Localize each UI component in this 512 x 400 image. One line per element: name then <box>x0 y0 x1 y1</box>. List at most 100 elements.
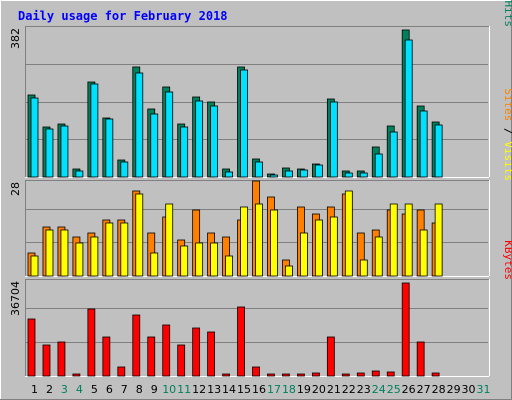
x-tick-label: 20 <box>312 383 326 396</box>
bar-files-day-21 <box>329 101 338 178</box>
bar-sites-day-25 <box>389 203 398 277</box>
bar-files-day-22 <box>344 172 353 178</box>
x-tick-label: 30 <box>462 383 476 396</box>
bar-kbytes-day-23 <box>356 372 365 377</box>
bar-kbytes-day-27 <box>416 341 425 377</box>
bar-sites-day-2 <box>45 229 54 277</box>
bar-kbytes-day-17 <box>267 373 275 377</box>
panel-visits-sites: 28 Sites / Visits <box>9 88 512 277</box>
x-tick-label: 15 <box>237 383 251 396</box>
bar-kbytes-day-8 <box>132 314 141 377</box>
legend-entry: / <box>502 0 512 1</box>
x-tick-label: 9 <box>151 383 158 396</box>
legend-hits-files-pages: Pages / Files / Hits <box>502 0 512 27</box>
bar-files-day-16 <box>255 161 263 178</box>
bar-kbytes-day-3 <box>57 341 66 377</box>
x-tick-label: 17 <box>267 383 281 396</box>
bar-files-day-15 <box>240 69 248 178</box>
bar-sites-day-9 <box>150 252 159 277</box>
x-tick-label: 5 <box>91 383 98 396</box>
bar-sites-day-5 <box>90 236 99 277</box>
series-kbytes <box>27 282 440 377</box>
panel-kbytes: 36704 KBytes <box>9 240 512 377</box>
x-axis-labels: 1 2 3 4 5 6 7 8 9 10 11 12 13 14 15 16 17 18 19 20 21 22 23 24 2… <box>31 383 491 396</box>
legend-kbytes: KBytes <box>502 240 512 280</box>
chart-panels: 382Pages / Files / Hits 28 Sites / Visits 3… <box>9 0 512 377</box>
bar-files-day-19 <box>300 169 308 178</box>
bar-sites-day-10 <box>165 203 174 277</box>
panel-hits-files-pages: 382 Pages / Files / Hits <box>9 0 512 178</box>
bar-files-day-24 <box>374 153 383 178</box>
x-tick-label: 22 <box>342 383 356 396</box>
y-max-label: 28 <box>9 182 22 196</box>
bar-files-day-26 <box>404 39 413 178</box>
x-tick-label: 11 <box>177 383 191 396</box>
bar-sites-day-18 <box>285 265 293 277</box>
x-tick-label: 19 <box>297 383 311 396</box>
chart-title: Daily usage for February 2018 <box>18 9 228 23</box>
bar-kbytes-day-4 <box>72 373 81 377</box>
bar-kbytes-day-20 <box>311 372 320 377</box>
x-tick-label: 18 <box>282 383 296 396</box>
legend-entry: KBytes <box>502 240 512 280</box>
bar-sites-day-27 <box>419 229 428 277</box>
bar-sites-day-22 <box>344 190 353 277</box>
bar-files-day-25 <box>389 131 398 178</box>
x-tick-label: 10 <box>162 383 176 396</box>
bar-kbytes-day-16 <box>252 366 260 377</box>
bar-files-day-2 <box>45 128 54 178</box>
bar-kbytes-day-11 <box>177 344 186 377</box>
bar-sites-day-8 <box>135 193 144 277</box>
bar-sites-day-12 <box>195 242 204 277</box>
bar-sites-day-4 <box>75 242 84 277</box>
bar-files-day-1 <box>30 97 39 178</box>
x-tick-label: 26 <box>402 383 416 396</box>
x-tick-label: 14 <box>222 383 236 396</box>
x-tick-label: 4 <box>76 383 83 396</box>
bar-files-day-10 <box>165 91 174 178</box>
bar-sites-day-15 <box>240 206 248 277</box>
bar-files-day-7 <box>120 161 129 178</box>
series-files <box>30 39 443 178</box>
x-tick-label: 16 <box>252 383 266 396</box>
x-tick-label: 23 <box>357 383 371 396</box>
bar-kbytes-day-10 <box>162 324 171 377</box>
y-max-label: 36704 <box>9 281 22 316</box>
bar-kbytes-day-9 <box>147 336 156 377</box>
bar-kbytes-day-19 <box>297 373 305 377</box>
bar-kbytes-day-1 <box>27 318 36 377</box>
legend-visits-sites: Sites / Visits <box>502 88 512 181</box>
x-tick-label: 24 <box>372 383 386 396</box>
bar-kbytes-day-18 <box>282 373 290 377</box>
bar-kbytes-day-25 <box>386 371 395 377</box>
bar-files-day-11 <box>180 126 189 178</box>
bar-sites-day-19 <box>300 232 308 277</box>
x-tick-label: 7 <box>121 383 128 396</box>
bar-kbytes-day-12 <box>192 327 201 377</box>
bar-files-day-4 <box>75 170 84 178</box>
bar-files-day-27 <box>419 110 428 178</box>
x-tick-label: 31 <box>477 383 491 396</box>
bar-kbytes-day-26 <box>401 282 410 377</box>
bar-sites-day-3 <box>60 229 69 277</box>
bar-files-day-17 <box>270 174 278 178</box>
bar-sites-day-17 <box>270 209 278 277</box>
x-tick-label: 3 <box>61 383 68 396</box>
plot-area <box>25 279 489 376</box>
x-tick-label: 1 <box>31 383 38 396</box>
bar-kbytes-day-2 <box>42 344 51 377</box>
x-tick-label: 6 <box>106 383 113 396</box>
legend-entry: Sites <box>502 88 512 121</box>
bar-kbytes-day-14 <box>222 373 230 377</box>
bar-sites-day-24 <box>374 236 383 277</box>
bar-files-day-23 <box>359 172 368 178</box>
bar-files-day-5 <box>90 83 99 178</box>
bar-sites-day-7 <box>120 222 129 277</box>
bar-kbytes-day-28 <box>431 372 440 377</box>
bar-files-day-20 <box>314 164 323 178</box>
bar-sites-day-28 <box>434 203 443 277</box>
bar-kbytes-day-15 <box>237 306 245 377</box>
bar-sites-day-23 <box>359 259 368 277</box>
